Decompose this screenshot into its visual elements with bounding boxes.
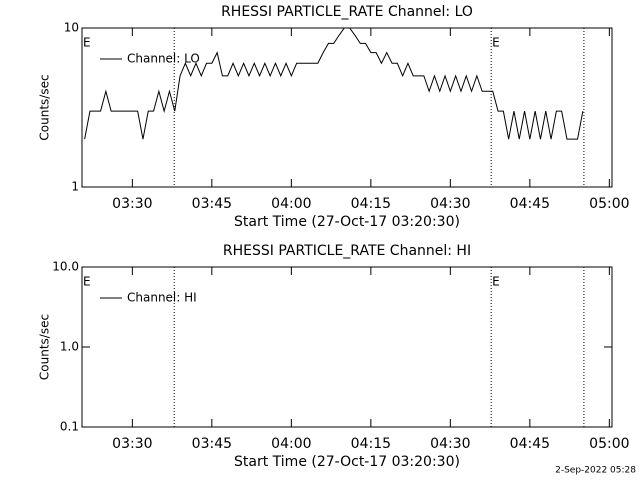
x-tick-label: 04:15 (351, 196, 391, 212)
y-tick-label: 1 (71, 180, 79, 194)
x-tick-label: 04:15 (351, 436, 391, 452)
x-tick-label: 03:45 (192, 196, 232, 212)
x-tick-label: 05:00 (589, 436, 629, 452)
data-line (84, 27, 584, 140)
x-tick-label: 04:00 (271, 196, 311, 212)
x-tick-label: 04:00 (271, 436, 311, 452)
x-tick-label: 03:45 (192, 436, 232, 452)
x-tick-label: 05:00 (589, 196, 629, 212)
x-tick-label: 04:30 (430, 196, 470, 212)
y-tick-label: 10 (64, 21, 79, 35)
y-tick-label: 1.0 (60, 340, 79, 354)
x-tick-label: 04:30 (430, 436, 470, 452)
x-axis-label: Start Time (27-Oct-17 03:20:30) (234, 214, 460, 230)
y-tick-label: 10.0 (52, 260, 79, 274)
event-label: E (83, 275, 91, 289)
legend-label: Channel: LO (127, 52, 200, 66)
x-tick-label: 04:45 (510, 196, 550, 212)
x-axis-label: Start Time (27-Oct-17 03:20:30) (234, 454, 460, 470)
y-axis-label: Counts/sec (38, 314, 52, 380)
legend-label: Channel: HI (127, 291, 197, 305)
x-tick-label: 03:30 (112, 196, 152, 212)
chart-title: RHESSI PARTICLE_RATE Channel: HI (223, 243, 471, 259)
event-label: E (492, 36, 500, 50)
x-tick-label: 04:45 (510, 436, 550, 452)
footer: 2-Sep-2022 05:28 (555, 466, 636, 476)
event-label: E (492, 275, 500, 289)
chart-title: RHESSI PARTICLE_RATE Channel: LO (221, 4, 473, 20)
y-tick-label: 0.1 (60, 420, 79, 434)
y-axis-label: Counts/sec (38, 74, 52, 140)
x-tick-label: 03:30 (112, 436, 152, 452)
event-label: E (83, 36, 91, 50)
